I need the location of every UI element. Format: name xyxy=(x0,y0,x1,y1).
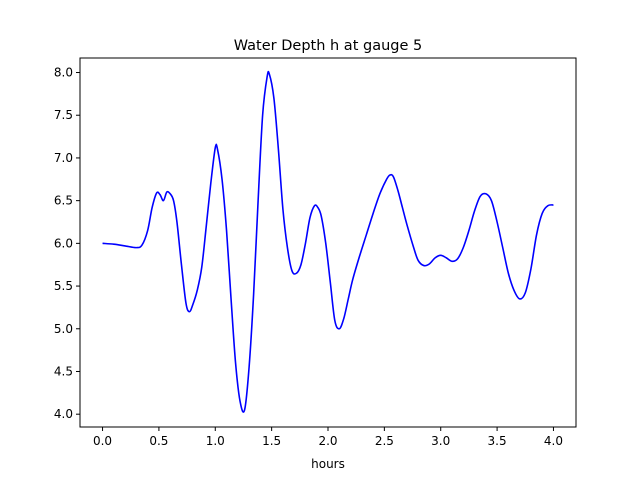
x-axis-label: hours xyxy=(311,457,345,471)
x-tick-label: 2.5 xyxy=(375,434,394,448)
y-tick-label: 8.0 xyxy=(54,66,73,80)
series-layer xyxy=(102,70,554,413)
x-tick-label: 3.0 xyxy=(431,434,450,448)
y-tick-label: 4.5 xyxy=(54,364,73,378)
x-tick-label: 4.0 xyxy=(544,434,563,448)
y-tick-label: 4.0 xyxy=(54,407,73,421)
x-tick-label: 0.0 xyxy=(93,434,112,448)
x-tick-label: 0.5 xyxy=(149,434,168,448)
chart-title: Water Depth h at gauge 5 xyxy=(234,38,422,54)
x-tick-label: 2.0 xyxy=(318,434,337,448)
y-tick-label: 7.5 xyxy=(54,108,73,122)
y-tick-label: 5.5 xyxy=(54,279,73,293)
series-line-0 xyxy=(102,70,554,413)
y-tick-label: 6.5 xyxy=(54,194,73,208)
y-tick-label: 5.0 xyxy=(54,322,73,336)
y-tick-label: 7.0 xyxy=(54,151,73,165)
x-tick-label: 1.0 xyxy=(206,434,225,448)
x-tick-label: 3.5 xyxy=(488,434,507,448)
y-tick-label: 6.0 xyxy=(54,236,73,250)
tick-layer: 0.0 0.5 1.0 1.5 2.0 2.5 3.0 3.5 4.0 4.0 4.5 5.0 5.5 6… xyxy=(54,66,563,448)
x-tick-label: 1.5 xyxy=(262,434,281,448)
